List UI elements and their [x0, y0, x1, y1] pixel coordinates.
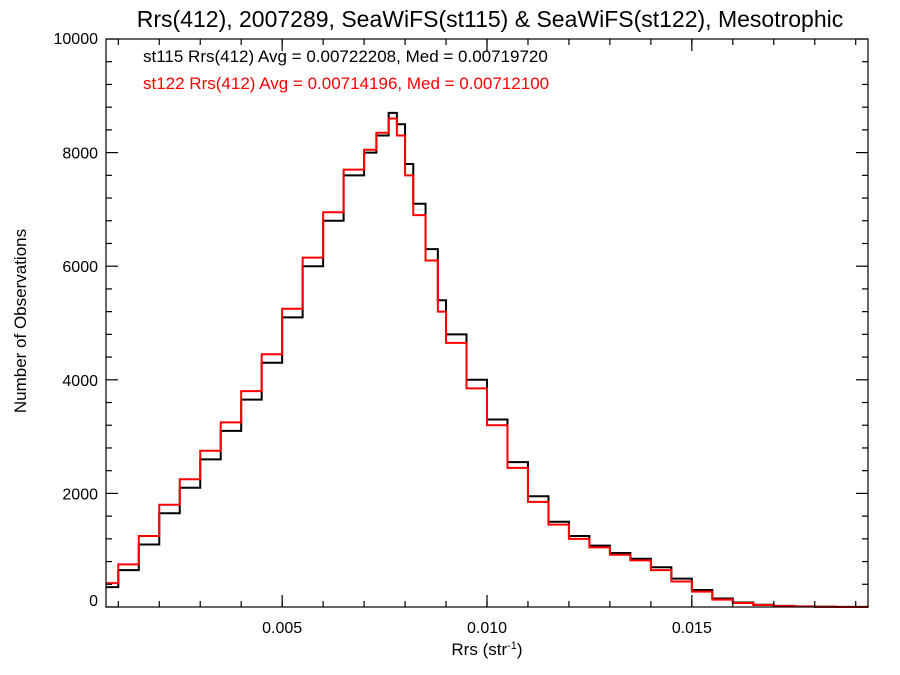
annotations: st115 Rrs(412) Avg = 0.00722208, Med = 0…: [143, 47, 549, 93]
y-axis-label: Number of Observations: [11, 229, 30, 413]
annotation-1: st115 Rrs(412) Avg = 0.00722208, Med = 0…: [143, 47, 548, 66]
y-tick-label: 8000: [62, 146, 98, 163]
y-tick-label: 10000: [54, 31, 99, 48]
x-tick-label: 0.015: [672, 620, 712, 637]
x-axis-label-superscript: -1: [507, 640, 517, 652]
y-tick-label: 6000: [62, 259, 98, 276]
annotation-2: st122 Rrs(412) Avg = 0.00714196, Med = 0…: [143, 74, 549, 93]
series-line-2: [106, 117, 869, 608]
x-tick-label: 0.010: [467, 620, 507, 637]
x-axis-label-main: Rrs (str: [451, 640, 507, 659]
x-tick-label: 0.005: [262, 620, 302, 637]
plot-frame: [105, 38, 869, 608]
series-layer: [106, 111, 869, 608]
y-tick-label: 0: [89, 593, 98, 610]
x-axis-label: Rrs (str-1): [451, 640, 522, 659]
series-line-1: [106, 111, 869, 608]
ticks-layer: 0.005 0.010 0.015 0 2000 4000 6000 8000 10000: [54, 31, 868, 637]
chart-title: Rrs(412), 2007289, SeaWiFS(st115) & SeaW…: [137, 6, 843, 32]
x-axis-label-end: ): [517, 640, 523, 659]
y-tick-label: 2000: [62, 486, 98, 503]
y-tick-label: 4000: [62, 373, 98, 390]
